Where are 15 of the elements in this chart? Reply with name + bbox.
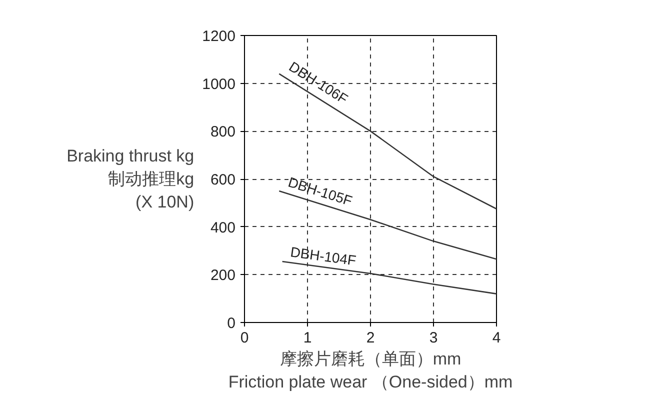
x-tick-label: 2 (366, 330, 375, 346)
y-tick-label: 1000 (202, 76, 236, 93)
y-tick-label: 800 (210, 124, 236, 141)
x-tick-label: 3 (429, 330, 438, 346)
y-tick-label: 1200 (202, 28, 236, 45)
text: DBH-104F (289, 244, 358, 268)
y-tick-label: 600 (210, 172, 236, 188)
x-tick-label: 4 (492, 330, 501, 346)
y-tick-label: 400 (210, 219, 236, 236)
x-tick-label: 0 (240, 330, 249, 346)
x-tick-label: 1 (303, 330, 312, 346)
y-tick-label: 0 (227, 315, 236, 332)
y-tick-label: 200 (210, 267, 236, 284)
x-axis-title: 摩擦片磨耗（单面）mm Friction plate wear （One-sided）mm (228, 350, 513, 392)
y-axis-title: Braking thrust kg 制动推理kg (X 10N) (66, 146, 194, 212)
